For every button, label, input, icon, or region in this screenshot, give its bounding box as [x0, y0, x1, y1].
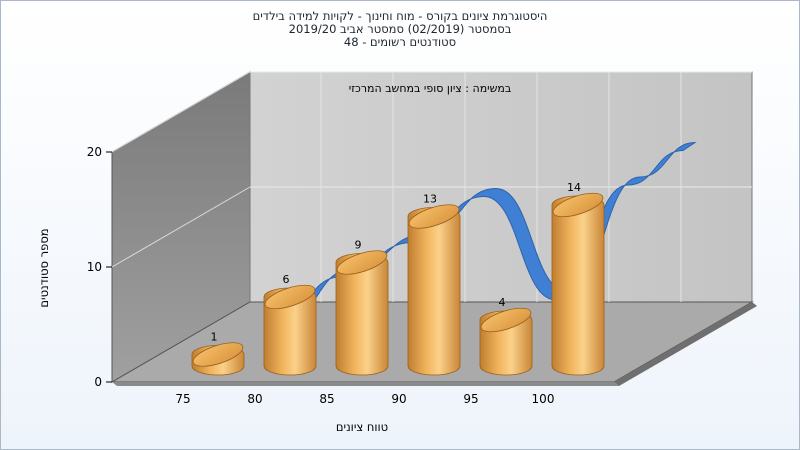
x-tick-label: 90 [391, 392, 406, 406]
grid-line-side [111, 71, 251, 153]
x-tick-label: 95 [463, 392, 478, 406]
bar-data-label: 9 [355, 239, 362, 252]
grid-line-side [111, 186, 251, 268]
bar [335, 250, 389, 376]
bar [407, 204, 461, 376]
y-tick-label: 10 [87, 260, 102, 274]
x-tick-label: 80 [247, 392, 262, 406]
bar-data-label: 13 [423, 193, 437, 206]
legend-text: במשימה : ציון סופי במחשב המרכזי [349, 82, 512, 95]
bar-data-label: 1 [211, 331, 218, 344]
x-axis-title: טווח ציונים [336, 420, 388, 434]
chart-title-line-1: היסטוגרמת ציונים בקורס - מוח וחינוך - לק… [252, 9, 548, 23]
y-tick-label: 20 [87, 145, 102, 159]
x-tick-label: 85 [319, 392, 334, 406]
bar [551, 192, 605, 376]
bar-data-label: 14 [567, 181, 581, 194]
chart-title: היסטוגרמת ציונים בקורס - מוח וחינוך - לק… [0, 10, 800, 49]
bar-data-label: 4 [499, 296, 506, 309]
bar [479, 307, 533, 376]
x-tick-label: 75 [175, 392, 190, 406]
bar [191, 342, 245, 376]
bar [263, 284, 317, 376]
chart-title-line-2: בסמסטר (02/2019) סמסטר אביב 2019/20 [288, 22, 512, 36]
x-tick-label: 100 [532, 392, 555, 406]
chart-title-line-3: סטודנטים רשומים - 48 [343, 35, 457, 49]
bar-data-label: 6 [283, 273, 290, 286]
y-axis-title: מספר סטודנטים [37, 228, 51, 307]
y-tick-label: 0 [94, 375, 102, 389]
floor-edge [614, 302, 757, 386]
floor-front-edge [112, 382, 619, 386]
